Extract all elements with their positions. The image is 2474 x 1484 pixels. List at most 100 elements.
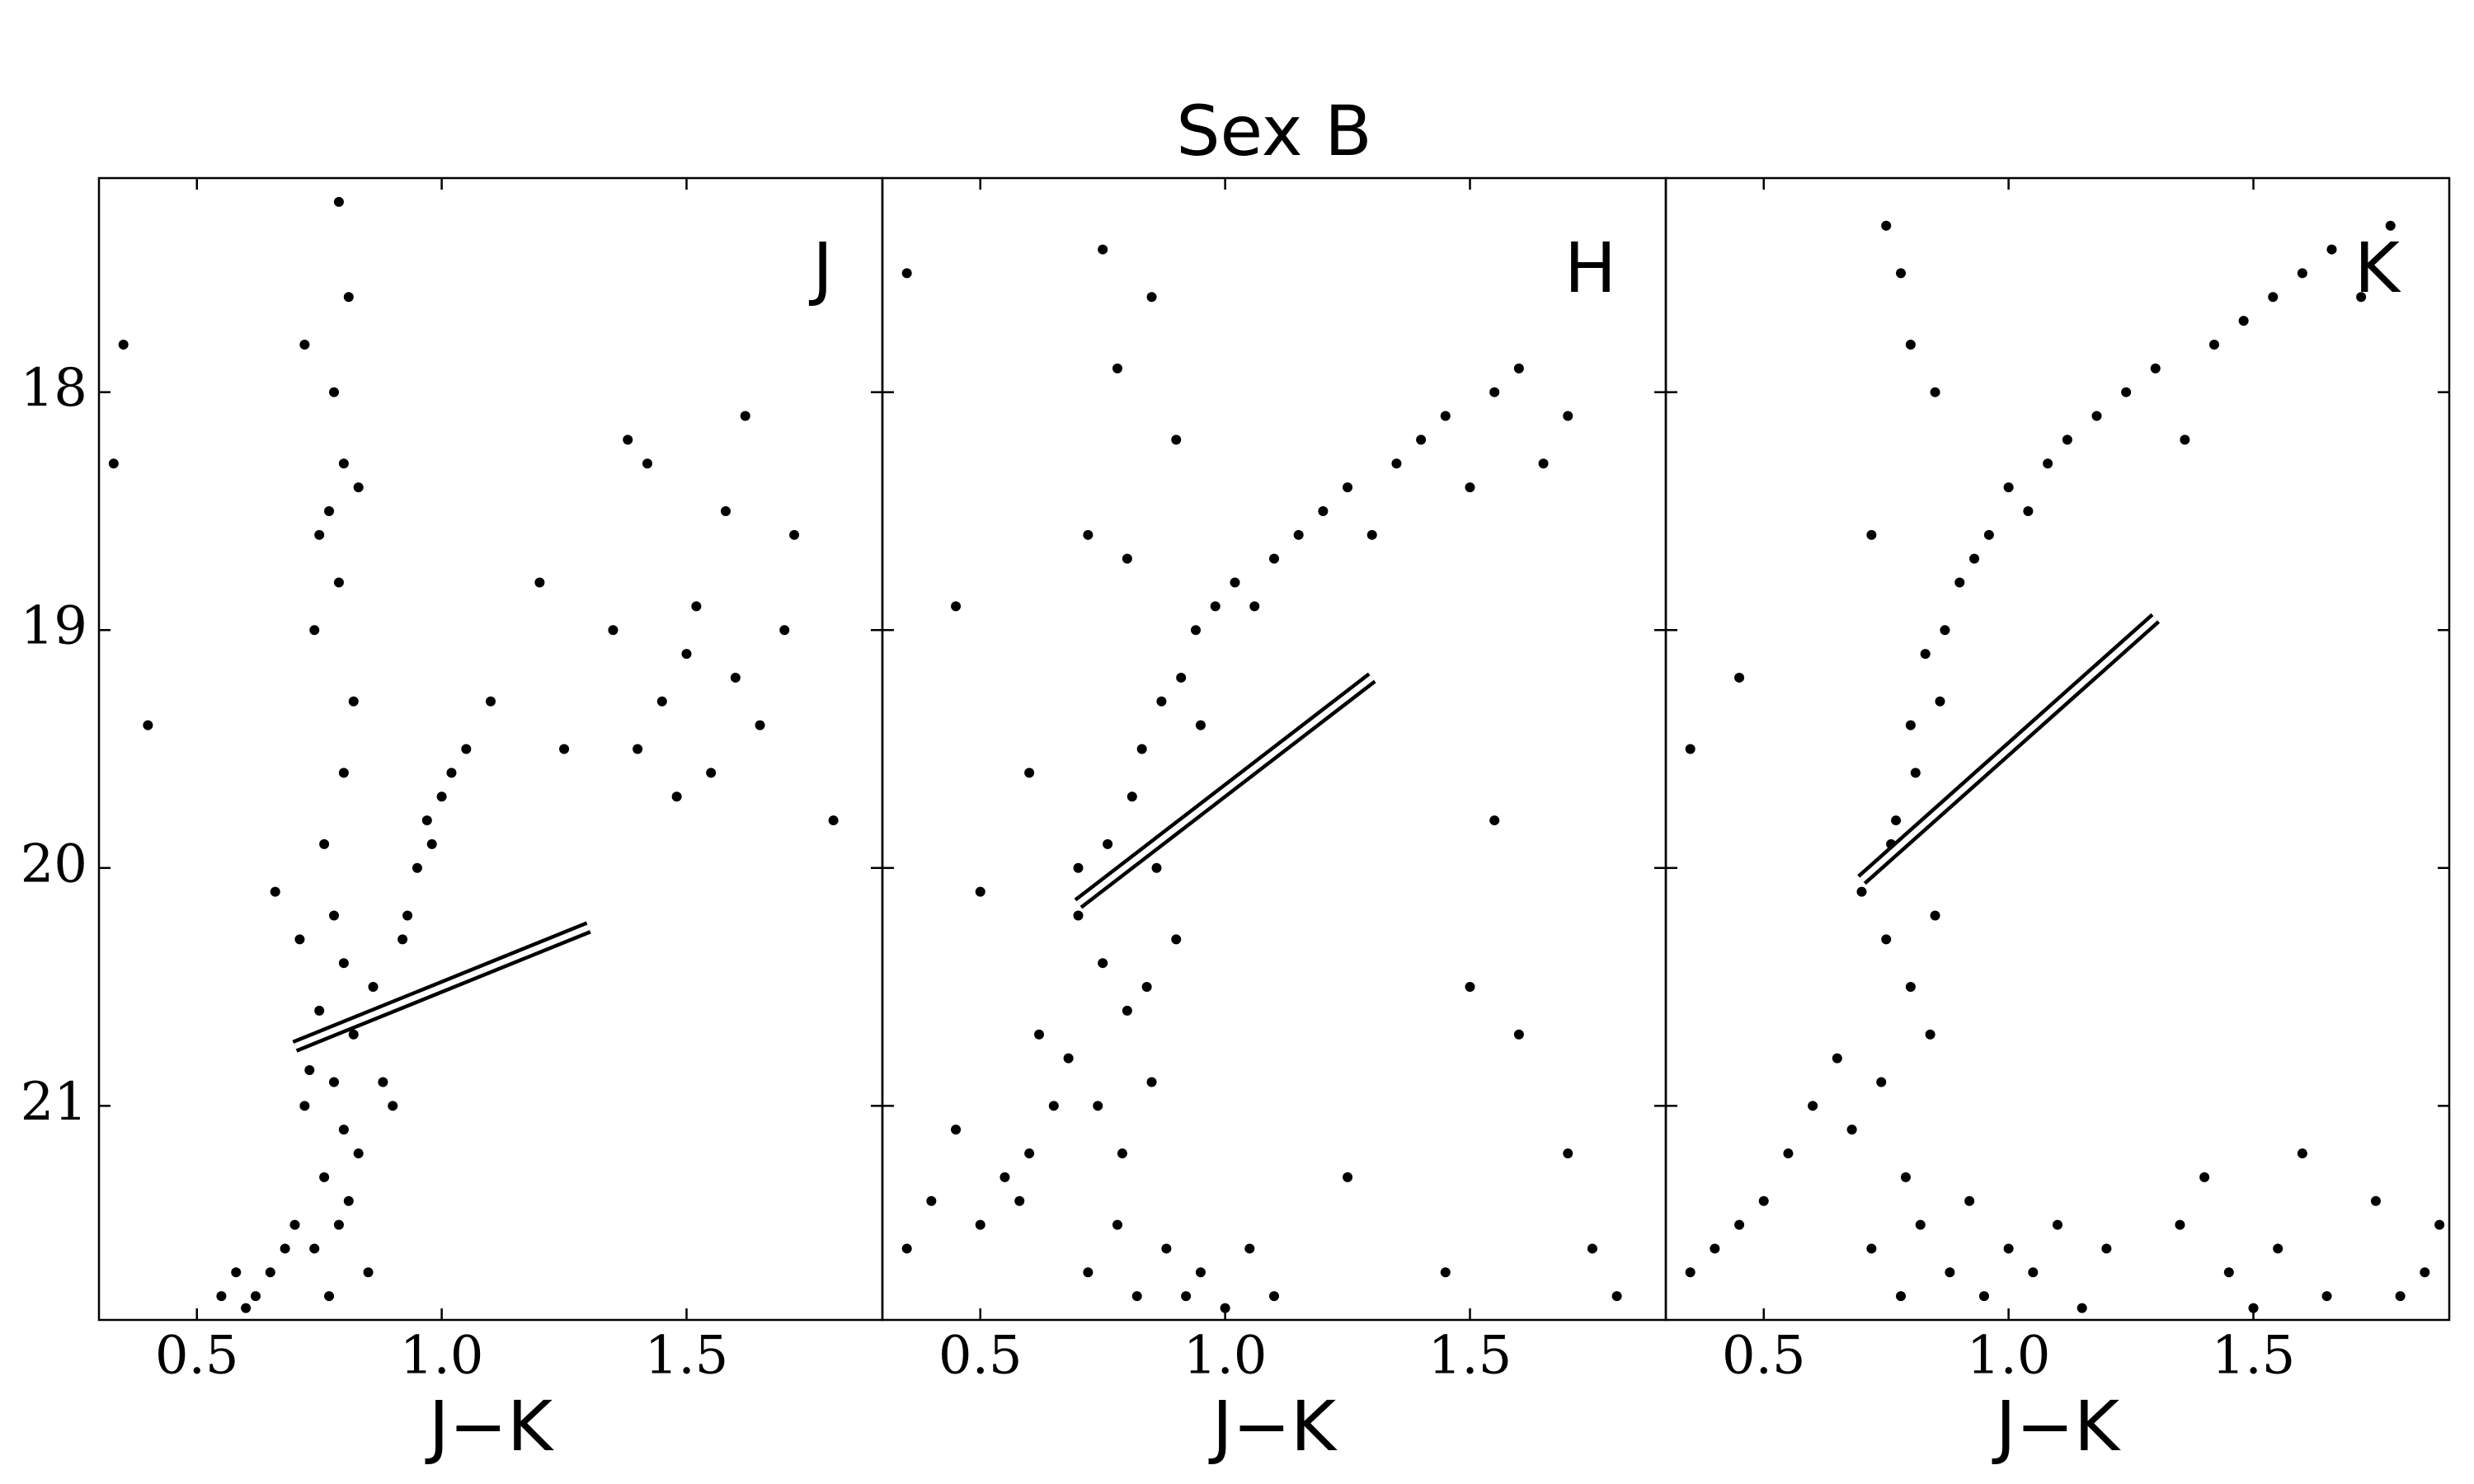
data-point [1856, 886, 1867, 897]
data-point [2321, 1291, 2332, 1302]
data-point [975, 886, 985, 897]
figure-title: Sex B [1176, 91, 1372, 171]
data-point [1513, 363, 1524, 373]
data-point [1230, 577, 1240, 588]
data-point [314, 529, 325, 540]
x-tick-label: 1.5 [645, 1326, 729, 1387]
data-point [1103, 838, 1113, 849]
data-point [1131, 1291, 1142, 1302]
data-point [1954, 577, 1965, 588]
data-point [1171, 434, 1182, 445]
data-point [1905, 982, 1916, 993]
data-point [1343, 482, 1353, 493]
data-point [706, 768, 717, 778]
data-point [2003, 482, 2014, 493]
data-point [1318, 505, 1329, 516]
data-point [1416, 434, 1427, 445]
data-point [2150, 363, 2161, 373]
data-point [1866, 1243, 1877, 1254]
data-point [2209, 339, 2219, 350]
data-point [421, 815, 432, 826]
data-point [333, 577, 344, 588]
data-point [1896, 268, 1906, 279]
data-point [1846, 1125, 1857, 1135]
data-point [2248, 1303, 2259, 1313]
data-point [789, 529, 800, 540]
x-tick-label: 1.0 [1183, 1326, 1268, 1387]
panel-label: K [2354, 228, 2401, 308]
data-point [333, 196, 344, 207]
data-point [2326, 244, 2337, 255]
data-point [1758, 1195, 1769, 1206]
data-point [397, 934, 408, 945]
data-point [755, 720, 765, 730]
data-point [1969, 553, 1980, 564]
data-point [926, 1195, 937, 1206]
data-point [486, 696, 496, 707]
data-point [309, 1243, 320, 1254]
data-point [251, 1291, 261, 1302]
data-point [1210, 601, 1221, 612]
data-point [363, 1267, 374, 1278]
data-point [1391, 458, 1402, 469]
data-point [2297, 268, 2307, 279]
data-point [1440, 1267, 1451, 1278]
data-point [534, 577, 545, 588]
data-point [118, 339, 129, 350]
x-tick-label: 0.5 [1722, 1326, 1806, 1387]
data-point [1073, 910, 1084, 921]
data-point [681, 649, 692, 660]
data-point [329, 1077, 339, 1087]
data-point [1269, 1291, 1279, 1302]
data-point [1249, 601, 1260, 612]
data-point [324, 505, 335, 516]
data-point [1930, 387, 1940, 397]
data-point [730, 672, 741, 683]
data-point [333, 1219, 344, 1230]
data-point [319, 1172, 330, 1182]
data-point [446, 768, 457, 778]
data-point [314, 1005, 325, 1016]
data-point [1117, 1148, 1127, 1159]
data-point [608, 625, 618, 636]
data-point [901, 268, 912, 279]
data-point [2356, 292, 2367, 303]
data-point [1024, 1148, 1035, 1159]
data-point [329, 387, 339, 397]
data-point [1220, 1303, 1230, 1313]
data-point [2268, 292, 2279, 303]
data-point [1983, 529, 1994, 540]
data-point [779, 625, 790, 636]
y-tick-label: 18 [21, 358, 87, 419]
data-point [1048, 1101, 1059, 1111]
data-point [1024, 768, 1035, 778]
data-point [2003, 1243, 2014, 1254]
data-point [1465, 482, 1475, 493]
data-point [1293, 529, 1304, 540]
data-point [1900, 1172, 1911, 1182]
data-point [951, 1125, 962, 1135]
data-point [1685, 1267, 1696, 1278]
data-point [1808, 1101, 1818, 1111]
data-point [338, 958, 349, 969]
data-point [1014, 1195, 1025, 1206]
data-point [1587, 1243, 1597, 1254]
data-point [1783, 1148, 1794, 1159]
data-point [1146, 292, 1157, 303]
data-point [2101, 1243, 2112, 1254]
data-point [740, 411, 750, 421]
data-point [1563, 1148, 1573, 1159]
panel-label: H [1564, 228, 1616, 308]
data-point [901, 1243, 912, 1254]
data-point [1905, 720, 1916, 730]
data-point [1343, 1172, 1353, 1182]
data-point [1156, 696, 1167, 707]
data-point [426, 838, 437, 849]
data-point [1063, 1053, 1074, 1064]
data-point [309, 625, 320, 636]
data-point [2062, 434, 2072, 445]
axes-frame [1664, 176, 2451, 1322]
data-point [1171, 934, 1182, 945]
data-point [343, 1195, 354, 1206]
data-point [299, 1101, 310, 1111]
